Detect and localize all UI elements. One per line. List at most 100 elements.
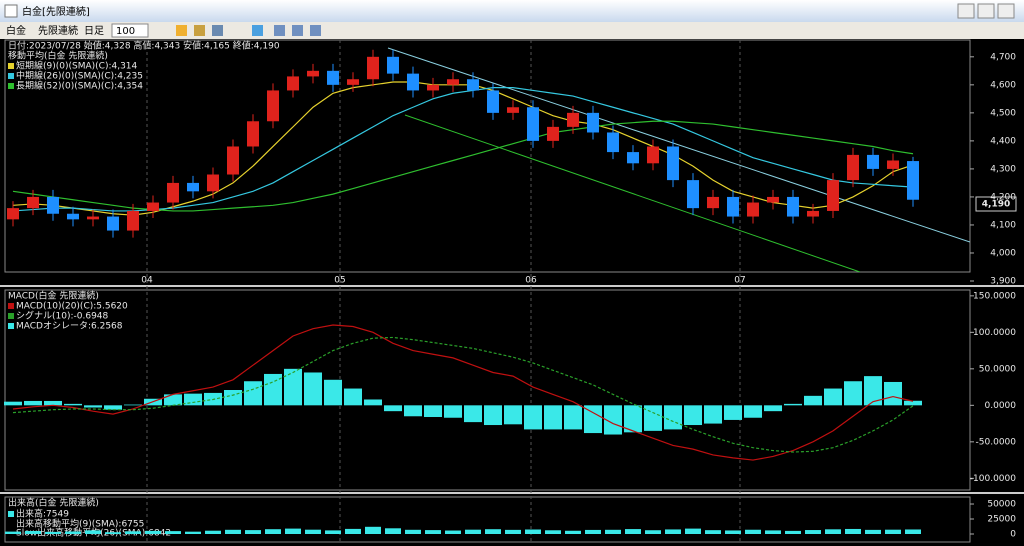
volume-bar bbox=[285, 528, 301, 534]
tool-icon[interactable] bbox=[292, 25, 303, 36]
candle-body bbox=[607, 132, 619, 153]
price-legend-title: 移動平均(白金 先限連続) bbox=[8, 50, 108, 62]
y-tick-label: 4,000 bbox=[990, 248, 1016, 258]
oscillator-bar bbox=[664, 405, 682, 430]
volume-bar bbox=[465, 529, 481, 534]
oscillator-bar bbox=[824, 388, 842, 406]
count-value: 100 bbox=[116, 26, 135, 37]
oscillator-bar bbox=[724, 405, 742, 420]
candle-body bbox=[367, 56, 379, 80]
volume-bar bbox=[605, 529, 621, 534]
close-button[interactable] bbox=[997, 3, 1015, 19]
contract-menu[interactable]: 先限連続 bbox=[38, 24, 78, 37]
oscillator-bar bbox=[744, 405, 762, 418]
oscillator-bar bbox=[884, 381, 902, 406]
oscillator-bar bbox=[464, 405, 482, 423]
candle-body bbox=[687, 180, 699, 209]
oscillator-bar bbox=[544, 405, 562, 430]
channel-line bbox=[387, 47, 970, 243]
indicator-line bbox=[12, 324, 914, 461]
tool-icon[interactable] bbox=[176, 25, 187, 36]
oscillator-bar bbox=[584, 405, 602, 434]
candle-body bbox=[347, 79, 359, 85]
legend-swatch bbox=[8, 63, 14, 69]
volume-bar bbox=[545, 530, 561, 534]
legend-swatch bbox=[8, 303, 14, 309]
channel-line bbox=[404, 114, 861, 272]
tool-icon[interactable] bbox=[212, 25, 223, 36]
oscillator-bar bbox=[904, 400, 922, 406]
period-menu[interactable]: 日足 bbox=[84, 25, 104, 37]
candle-body bbox=[767, 196, 779, 203]
tool-icon[interactable] bbox=[274, 25, 285, 36]
oscillator-bar bbox=[764, 405, 782, 412]
symbol-menu[interactable]: 白金 bbox=[6, 24, 26, 37]
toolbar: 白金 先限連続 日足 100 bbox=[0, 22, 1024, 39]
candle-body bbox=[467, 79, 479, 91]
volume-bar bbox=[25, 531, 41, 534]
oscillator-bar bbox=[364, 399, 382, 406]
candle-body bbox=[887, 160, 899, 169]
candle-body bbox=[127, 210, 139, 231]
chart-area bbox=[0, 39, 1024, 546]
candle-body bbox=[747, 202, 759, 217]
oscillator-bar bbox=[384, 405, 402, 412]
candle-body bbox=[647, 146, 659, 164]
indicator-line bbox=[12, 87, 914, 212]
maximize-button[interactable] bbox=[977, 3, 995, 19]
legend-entry: 出来高:7549 bbox=[16, 508, 69, 520]
candle-body bbox=[107, 216, 119, 231]
price-plot bbox=[7, 49, 919, 238]
candle-body bbox=[847, 154, 859, 181]
tool-icon[interactable] bbox=[252, 25, 263, 36]
volume-bar bbox=[245, 530, 261, 534]
count-input[interactable] bbox=[111, 23, 149, 38]
volume-bar bbox=[405, 529, 421, 534]
volume-bar bbox=[145, 530, 161, 534]
volume-bar bbox=[765, 530, 781, 534]
tool-icon[interactable] bbox=[194, 25, 205, 36]
legend-entry: シグナル(10):-0.6948 bbox=[16, 310, 109, 322]
oscillator-bar bbox=[424, 405, 442, 418]
oscillator-bar bbox=[604, 405, 622, 435]
y-tick-label: 4,500 bbox=[990, 108, 1016, 118]
candle-body bbox=[907, 161, 919, 200]
candle-body bbox=[867, 154, 879, 169]
volume-bar bbox=[625, 529, 641, 534]
volume-bar bbox=[585, 529, 601, 534]
candle-body bbox=[187, 182, 199, 192]
oscillator-bar bbox=[844, 381, 862, 406]
y-tick-label: 100.0000 bbox=[973, 328, 1016, 338]
candle-body bbox=[307, 70, 319, 77]
candle-body bbox=[147, 202, 159, 211]
candle-body bbox=[247, 121, 259, 147]
candle-body bbox=[627, 152, 639, 164]
volume-bar bbox=[365, 526, 381, 534]
tool-icon[interactable] bbox=[310, 25, 321, 36]
volume-bar bbox=[225, 529, 241, 534]
oscillator-bar bbox=[344, 388, 362, 406]
y-tick-label: -50.0000 bbox=[976, 437, 1017, 447]
candle-body bbox=[47, 196, 59, 214]
price-header: 日付:2023/07/28 始値:4,328 高値:4,343 安値:4,165… bbox=[8, 40, 280, 52]
current-price-box bbox=[975, 196, 1017, 212]
candle-body bbox=[827, 180, 839, 211]
volume-bar bbox=[185, 531, 201, 534]
oscillator-bar bbox=[404, 405, 422, 417]
minimize-button[interactable] bbox=[957, 3, 975, 19]
volume-bar bbox=[125, 531, 141, 534]
y-tick-label: 3,900 bbox=[990, 277, 1016, 287]
candle-body bbox=[227, 146, 239, 175]
volume-bar bbox=[265, 529, 281, 534]
volume-bar bbox=[485, 529, 501, 534]
y-tick-label: 4,100 bbox=[990, 220, 1016, 230]
oscillator-bar bbox=[624, 405, 642, 433]
x-tick-label: 04 bbox=[141, 276, 153, 286]
y-tick-label: 0.0000 bbox=[985, 401, 1017, 411]
legend-swatch bbox=[8, 323, 14, 329]
x-tick-label: 07 bbox=[734, 276, 745, 286]
macd-plot-frame bbox=[4, 289, 971, 491]
volume-bar bbox=[325, 530, 341, 534]
volume-bar bbox=[305, 529, 321, 534]
